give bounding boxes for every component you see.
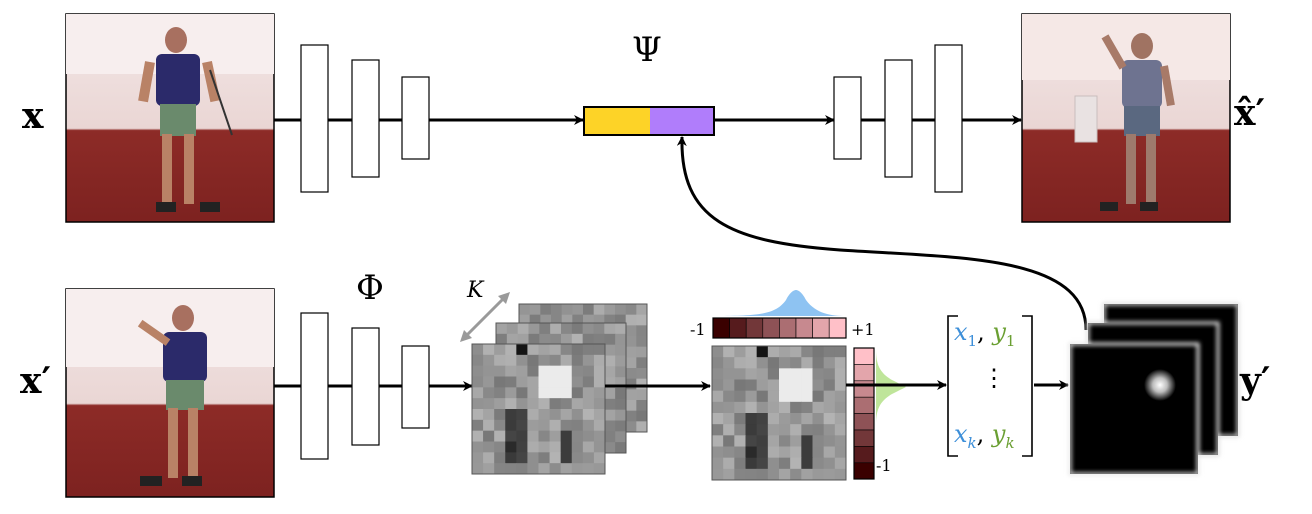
input-photo-x-prime [65, 288, 275, 498]
horizontal-weight-bar [712, 317, 847, 339]
encoder-bottom [300, 312, 430, 460]
gaussian-green [876, 348, 906, 426]
encoder-top [300, 44, 430, 193]
keypoint-last-x: x [954, 420, 968, 448]
label-y-prime: y′ [1240, 360, 1271, 402]
decoder [833, 44, 963, 193]
feedback-arrow [676, 136, 1088, 331]
keypoint-first-y: y [992, 318, 1006, 346]
label-phi: Φ [356, 268, 384, 308]
keypoint-ellipsis: ⋮ [982, 364, 1006, 392]
colorbar-bottom-label: -1 [876, 456, 892, 475]
output-photo-x-hat-prime [1021, 13, 1231, 223]
keypoint-first: x1, y1 [954, 318, 1015, 350]
appearance-code [584, 107, 650, 135]
input-photo-x [65, 13, 275, 223]
keypoint-first-x-index: 1 [967, 331, 978, 350]
keypoint-last-x-index: k [967, 433, 977, 452]
keypoint-last: xk, yk [954, 420, 1015, 452]
keypoint-first-x: x [954, 318, 968, 346]
heatmap-blob [1144, 369, 1176, 401]
softmax-map [711, 345, 847, 481]
label-k: K [467, 278, 484, 303]
keypoint-first-comma: , [977, 318, 993, 346]
label-psi: Ψ [632, 30, 662, 70]
pose-code [650, 107, 714, 135]
keypoint-first-y-index: 1 [1005, 331, 1016, 350]
label-x: x [22, 95, 44, 137]
keypoint-last-y: y [991, 420, 1006, 448]
colorbar-left-label: -1 [690, 320, 706, 339]
feature-map-1 [471, 343, 606, 475]
label-x-hat-prime: x̂′ [1234, 92, 1265, 134]
keypoint-last-y-index: k [1005, 433, 1015, 452]
label-x-prime: x′ [20, 360, 51, 402]
gaussian-heatmap-stack [1068, 302, 1240, 476]
keypoint-vector [947, 315, 1033, 457]
keypoint-last-comma: , [976, 420, 992, 448]
gaussian-blue [716, 290, 846, 316]
vertical-weight-bar [853, 347, 875, 480]
latent-code [583, 106, 715, 136]
feature-map-stack [471, 303, 648, 475]
k-double-arrow [460, 292, 510, 342]
colorbar-right-label: +1 [851, 320, 875, 339]
